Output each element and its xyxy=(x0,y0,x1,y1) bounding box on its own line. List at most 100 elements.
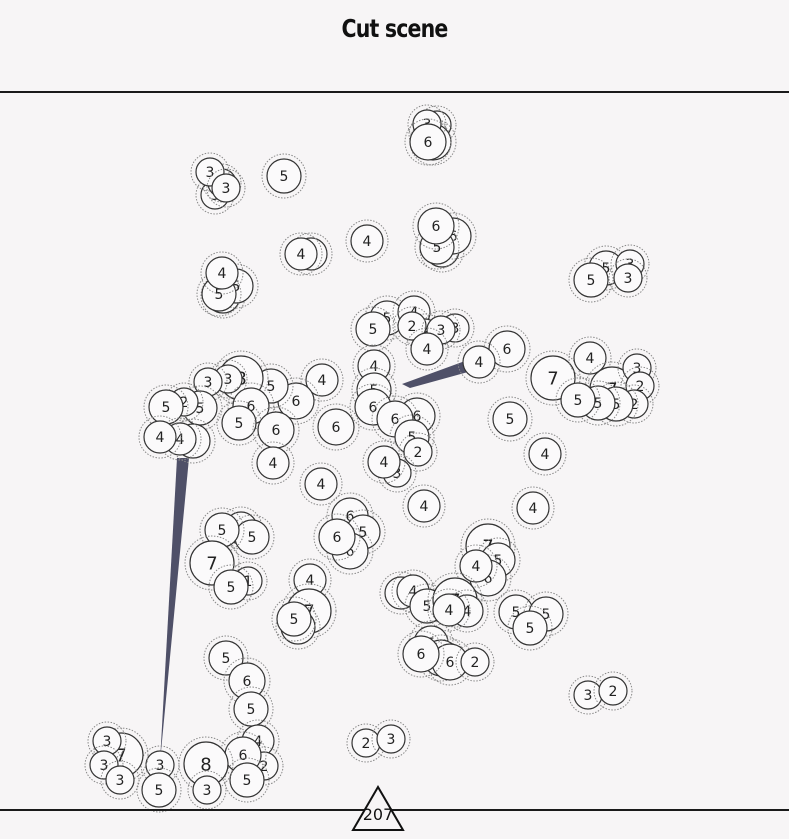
dot-ring xyxy=(279,232,323,276)
dot-ring xyxy=(219,731,267,779)
dot-value: 3 xyxy=(387,732,396,748)
dot-circle xyxy=(318,518,356,556)
dot-value: 4 xyxy=(306,573,315,589)
dot[interactable]: 4 xyxy=(427,588,471,632)
dot[interactable]: 4 xyxy=(405,327,449,371)
dot[interactable]: 4 xyxy=(279,232,323,276)
dot[interactable]: 6 xyxy=(397,630,445,678)
dot[interactable]: 2 xyxy=(593,671,633,711)
dot[interactable]: 3 xyxy=(87,721,127,761)
dot-value: 6 xyxy=(449,229,458,245)
counter-triangle xyxy=(351,785,405,831)
dot-circle xyxy=(512,610,548,646)
dot[interactable]: 6 xyxy=(404,118,452,166)
dot[interactable]: 5 xyxy=(350,306,396,352)
dot-value: 3 xyxy=(633,361,642,377)
dot-ring xyxy=(312,403,360,451)
dot-value: 4 xyxy=(370,359,379,375)
dot-value: 4 xyxy=(472,559,481,575)
dot-value: 5 xyxy=(506,412,515,428)
dot-value: 6 xyxy=(333,530,342,546)
dot-value: 4 xyxy=(269,456,278,472)
dot-value: 3 xyxy=(584,688,593,704)
dot-ring xyxy=(244,746,284,786)
dot[interactable]: 5 xyxy=(487,396,533,442)
dot-ring xyxy=(223,657,271,705)
dot[interactable]: 5 xyxy=(555,377,601,423)
dot-ring xyxy=(435,308,475,348)
dot-value: 5 xyxy=(359,525,368,541)
dot-ring xyxy=(593,671,633,711)
dot[interactable]: 4 xyxy=(251,441,295,485)
dot[interactable]: 4 xyxy=(523,432,567,476)
dot-ring xyxy=(227,382,275,430)
dot[interactable]: 6 xyxy=(252,406,300,454)
dot-value: 6 xyxy=(432,219,441,235)
dot-value: 5 xyxy=(248,530,257,546)
dot-ring xyxy=(140,745,180,785)
dot[interactable]: 4 xyxy=(402,484,446,528)
dot-ring xyxy=(187,770,227,810)
dot-ring xyxy=(393,392,441,440)
dot[interactable]: 3 xyxy=(100,760,140,800)
dot-ring xyxy=(299,462,343,506)
dot[interactable]: 3 xyxy=(371,719,411,759)
dot-ring xyxy=(229,514,275,560)
dot-ring xyxy=(404,118,452,166)
dot-ring xyxy=(271,596,317,642)
dot-ring xyxy=(523,591,569,637)
dot[interactable]: 2 xyxy=(455,642,495,682)
dot[interactable]: 3 xyxy=(187,770,227,810)
dot[interactable]: 6 xyxy=(313,513,361,561)
dot-value: 2 xyxy=(362,736,371,752)
dot[interactable]: 4 xyxy=(299,462,343,506)
dot-circle xyxy=(205,256,239,290)
dot-ring xyxy=(412,202,460,250)
dot-value: 5 xyxy=(280,169,289,185)
dot[interactable]: 4 xyxy=(454,544,498,588)
dot[interactable]: 4 xyxy=(138,415,182,459)
dot-value: 4 xyxy=(420,499,429,515)
dot-value: 4 xyxy=(318,373,327,389)
dot[interactable]: 4 xyxy=(362,440,406,484)
dot-ring xyxy=(392,290,436,334)
dot[interactable]: 4 xyxy=(200,251,244,295)
dot[interactable]: 5 xyxy=(199,507,245,553)
dot[interactable]: 4 xyxy=(457,340,501,384)
dot-ring xyxy=(407,104,447,144)
dot-ring xyxy=(224,757,270,803)
dot[interactable]: 5 xyxy=(136,767,182,813)
dot[interactable]: 5 xyxy=(261,153,307,199)
dot[interactable]: 3 xyxy=(206,168,246,208)
dot-value: 3 xyxy=(624,271,633,287)
dot-value: 2 xyxy=(630,397,639,413)
dot[interactable]: 5 xyxy=(143,384,189,430)
dot-ring xyxy=(620,366,660,406)
dot[interactable]: 3 xyxy=(608,258,648,298)
dot[interactable]: 2 xyxy=(398,432,438,472)
dot-ring xyxy=(421,310,461,350)
dot[interactable]: 4 xyxy=(511,486,555,530)
dot-value: 5 xyxy=(215,287,224,303)
dot-value: 5 xyxy=(235,416,244,432)
dot[interactable]: 4 xyxy=(345,219,389,263)
cut-wedge-upper xyxy=(402,361,468,388)
dot-value: 6 xyxy=(239,748,248,764)
dot-ring xyxy=(252,406,300,454)
dot[interactable]: 4 xyxy=(300,358,344,402)
dot[interactable]: 6 xyxy=(412,202,460,250)
dot-ring xyxy=(289,232,333,276)
dot[interactable]: 5 xyxy=(224,757,270,803)
dot-circle xyxy=(105,765,135,795)
dot[interactable]: 5 xyxy=(208,564,254,610)
dot-ring xyxy=(398,432,438,472)
page-title: Cut scene xyxy=(341,14,449,43)
dot[interactable]: 5 xyxy=(271,596,317,642)
dot-value: 6 xyxy=(446,655,455,671)
dot[interactable]: 6 xyxy=(312,403,360,451)
dot-value: 5 xyxy=(196,401,205,417)
dot[interactable]: 5 xyxy=(568,257,614,303)
dot[interactable]: 5 xyxy=(507,605,553,651)
dot-value: 4 xyxy=(475,355,484,371)
